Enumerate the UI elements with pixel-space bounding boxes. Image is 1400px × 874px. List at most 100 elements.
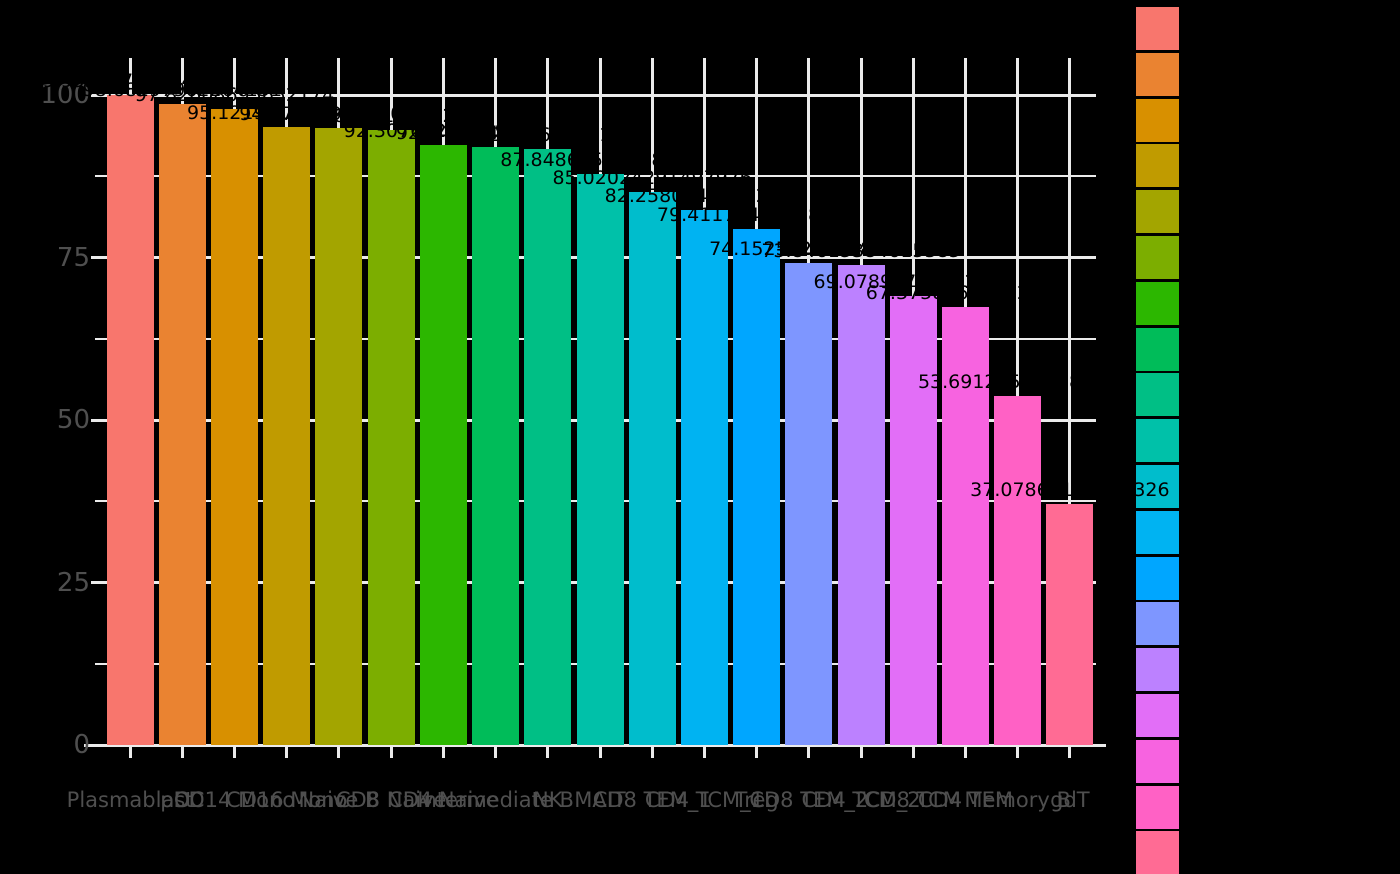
bar-value-label: 73.84615384615385 bbox=[761, 239, 961, 262]
x-tick-label: CD4 TEM bbox=[917, 788, 1014, 812]
legend-swatch bbox=[1136, 510, 1179, 554]
x-tick-label: Intermediate B bbox=[417, 788, 574, 812]
legend-swatch bbox=[1136, 785, 1179, 829]
y-major-tick bbox=[91, 581, 104, 584]
x-tick bbox=[650, 745, 654, 758]
bar bbox=[837, 264, 885, 745]
legend-swatch bbox=[1136, 281, 1179, 325]
x-tick-label: Treg bbox=[734, 788, 779, 812]
y-major-tick bbox=[91, 93, 104, 97]
legend-swatch bbox=[1136, 739, 1179, 783]
legend-swatch bbox=[1136, 465, 1179, 508]
x-tick-label: CD4 TCM_2 bbox=[801, 788, 921, 812]
bar bbox=[524, 149, 572, 745]
bar-value-label: 85.02024291497976 bbox=[552, 167, 752, 190]
bar bbox=[994, 396, 1042, 745]
bar-value-label: 37.07865168539326 bbox=[970, 478, 1170, 501]
bar-value-label: 98.68297962264151 bbox=[82, 78, 283, 101]
y-tick-label: 100 bbox=[40, 80, 90, 110]
bar-value-label: 92.04545454545455 bbox=[395, 121, 596, 144]
x-tick bbox=[1068, 745, 1072, 758]
bar bbox=[315, 127, 363, 745]
bar bbox=[576, 173, 624, 745]
x-tick bbox=[807, 745, 811, 758]
bar bbox=[680, 210, 728, 745]
bar bbox=[106, 95, 154, 745]
x-tick-label: CD16 Mono bbox=[226, 788, 348, 812]
legend-swatch bbox=[1136, 694, 1179, 737]
legend-swatch bbox=[1136, 648, 1179, 692]
legend-swatch bbox=[1136, 373, 1179, 417]
x-tick bbox=[285, 745, 289, 758]
x-tick bbox=[337, 745, 341, 758]
bar-value-label: 82.25806451612904 bbox=[604, 185, 805, 208]
x-tick-label: CD8 Naive bbox=[335, 788, 447, 812]
bar-value-label: 91.62303664921466 bbox=[448, 124, 648, 147]
legend-swatch bbox=[1136, 98, 1179, 142]
y-major-tick bbox=[91, 743, 104, 747]
legend-swatch bbox=[1136, 144, 1179, 188]
bar-value-label: 94.68085106382979 bbox=[291, 104, 491, 127]
x-tick-label: CD8 TEM_1 bbox=[592, 788, 712, 812]
x-tick bbox=[963, 745, 967, 758]
x-tick-label: Memory B bbox=[964, 788, 1071, 812]
x-tick bbox=[180, 745, 184, 758]
bar bbox=[628, 192, 676, 745]
x-tick bbox=[755, 745, 759, 758]
x-tick bbox=[494, 745, 498, 758]
legend-swatch bbox=[1136, 190, 1179, 234]
x-tick bbox=[1016, 745, 1020, 758]
x-tick-label: Plasmablast bbox=[66, 788, 194, 812]
x-tick bbox=[546, 745, 550, 758]
y-minor-tick bbox=[95, 662, 104, 665]
bar bbox=[263, 126, 311, 745]
y-tick-label: 0 bbox=[73, 730, 90, 760]
legend-swatch bbox=[1136, 831, 1179, 874]
bar-value-label: 67.37588652482270 bbox=[865, 282, 1066, 305]
x-tick bbox=[911, 745, 915, 758]
bar bbox=[419, 144, 467, 745]
x-tick bbox=[389, 745, 393, 758]
legend-swatch bbox=[1136, 419, 1179, 463]
x-tick bbox=[702, 745, 706, 758]
y-tick-label: 50 bbox=[56, 405, 90, 435]
bar bbox=[941, 307, 989, 745]
y-tick-label: 75 bbox=[56, 242, 90, 273]
x-tick-label: Naive B bbox=[298, 788, 380, 812]
x-tick-label: CD4 Naive bbox=[388, 788, 499, 812]
x-tick bbox=[128, 745, 132, 758]
y-major-tick bbox=[91, 256, 104, 259]
bar bbox=[158, 103, 206, 745]
bar-value-label: 94.97907949790795 bbox=[239, 102, 439, 125]
x-gridline bbox=[1068, 58, 1072, 745]
x-tick-label: MAIT bbox=[574, 788, 626, 812]
bar-value-label: 53.69127516778524 bbox=[917, 371, 1118, 393]
bar-value-label: 95.12195121951219 bbox=[187, 101, 387, 124]
y-minor-tick bbox=[95, 175, 104, 178]
bar bbox=[211, 109, 259, 745]
legend-swatch bbox=[1136, 7, 1179, 50]
x-tick-label: gdT bbox=[1050, 788, 1090, 812]
bar-value-label: 87.84860557768924 bbox=[500, 148, 700, 171]
bar-value-label: 79.41176470588235 bbox=[656, 203, 857, 226]
x-tick bbox=[441, 745, 445, 758]
bar-value-label: 69.07894736842105 bbox=[813, 270, 1013, 293]
bar-value-label: 92.30769230769231 bbox=[343, 119, 544, 142]
legend-swatch bbox=[1136, 556, 1179, 600]
x-tick-label: NK bbox=[533, 788, 563, 812]
legend-swatch bbox=[1136, 236, 1179, 279]
bar bbox=[472, 146, 520, 745]
y-tick-label: 25 bbox=[56, 567, 90, 598]
x-tick bbox=[859, 745, 863, 758]
bar bbox=[889, 295, 937, 745]
bar-value-label: 97.82608695652174 bbox=[134, 84, 335, 107]
x-tick-label: CD8 TEM_2 bbox=[749, 788, 869, 812]
bar bbox=[367, 129, 415, 745]
x-tick-label: CD4 TCM_1 bbox=[644, 788, 764, 812]
x-tick bbox=[233, 745, 237, 758]
x-tick-label: CD14 Mono bbox=[173, 788, 296, 812]
bar bbox=[785, 263, 833, 745]
